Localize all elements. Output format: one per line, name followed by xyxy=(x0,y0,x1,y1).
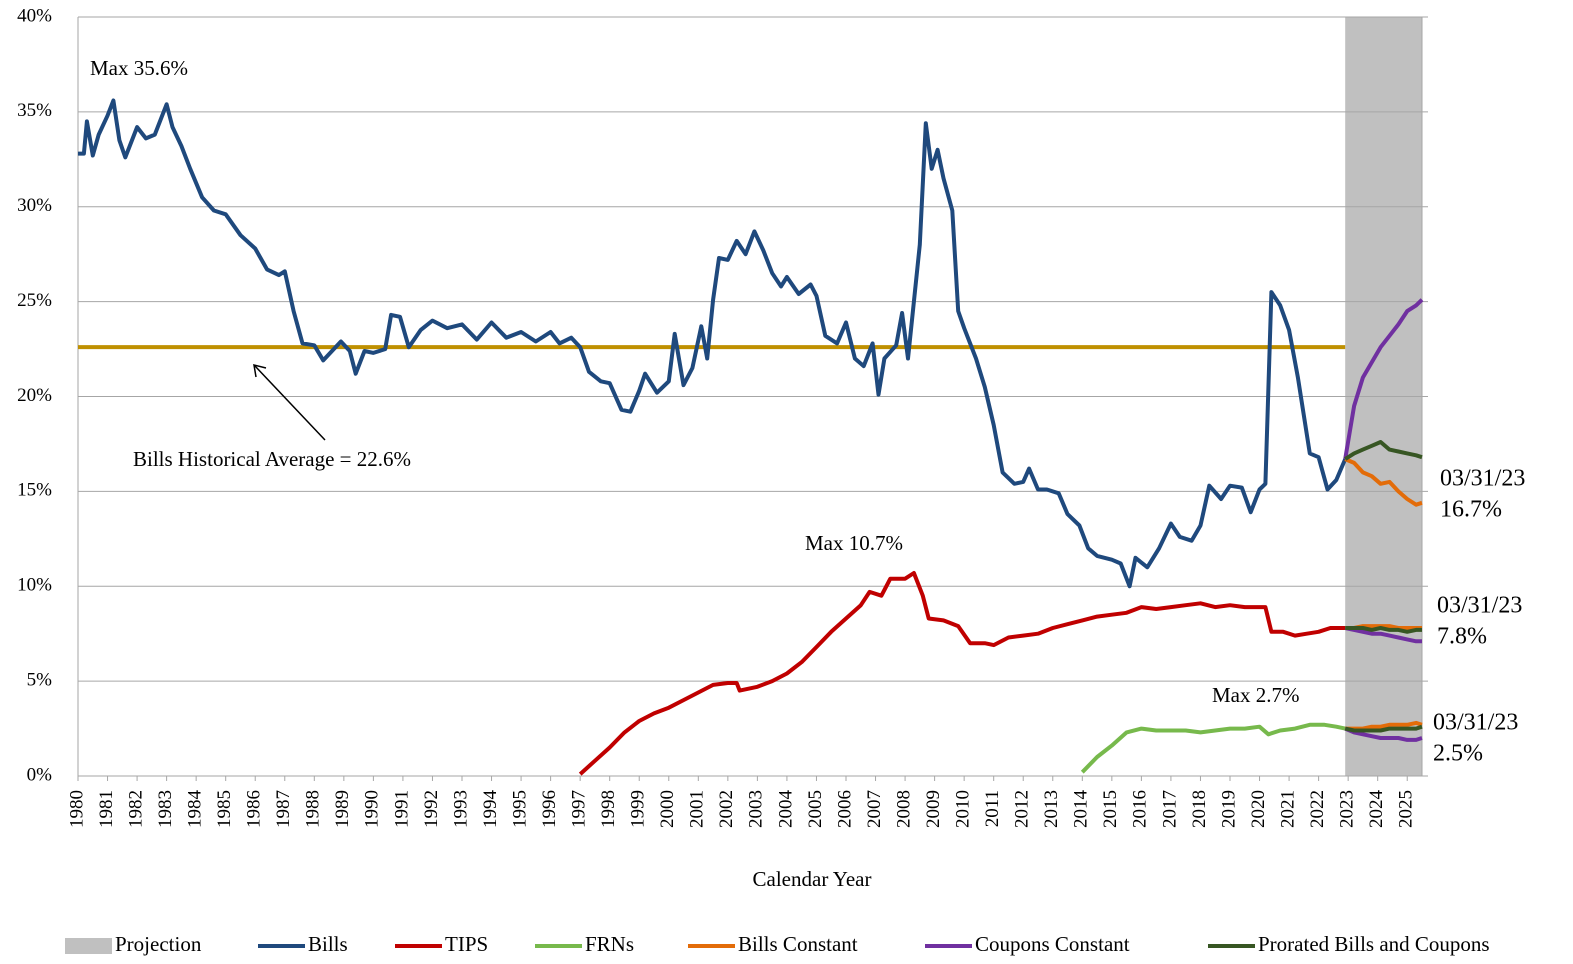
x-tick-label: 1990 xyxy=(362,790,383,828)
x-tick-label: 2009 xyxy=(923,790,944,828)
y-tick-label: 30% xyxy=(17,195,52,216)
projection-line xyxy=(1344,457,1423,507)
x-tick-label: 2017 xyxy=(1159,790,1180,828)
x-tick-label: 2015 xyxy=(1100,790,1121,828)
x-tick-label: 2005 xyxy=(805,790,826,828)
legend-label: Projection xyxy=(115,932,202,956)
x-tick-label: 2022 xyxy=(1307,790,1328,828)
annotation-arrow xyxy=(254,365,326,441)
projection-line xyxy=(1344,724,1423,733)
y-tick-label: 0% xyxy=(27,764,53,785)
x-tick-label: 1997 xyxy=(569,790,590,828)
x-tick-label: 2011 xyxy=(982,790,1003,827)
end-label-date: 03/31/23 xyxy=(1433,710,1518,736)
x-tick-label: 1985 xyxy=(214,790,235,828)
y-tick-label: 10% xyxy=(17,575,52,596)
x-tick-label: 2013 xyxy=(1041,790,1062,828)
x-tick-label: 2012 xyxy=(1012,790,1033,828)
x-tick-label: 1996 xyxy=(539,790,560,828)
legend-label: TIPS xyxy=(445,932,488,956)
x-tick-label: 2014 xyxy=(1071,790,1092,829)
end-label-date: 03/31/23 xyxy=(1440,466,1525,492)
x-tick-label: 1992 xyxy=(421,790,442,828)
end-label-value: 16.7% xyxy=(1440,497,1502,523)
grid xyxy=(77,16,1428,781)
y-tick-label: 15% xyxy=(17,480,52,501)
x-tick-label: 1994 xyxy=(480,790,501,829)
x-tick-label: 2001 xyxy=(687,790,708,828)
x-axis-title: Calendar Year xyxy=(753,867,872,891)
x-tick-label: 1980 xyxy=(66,790,87,828)
x-tick-label: 2007 xyxy=(864,790,885,828)
average-label: Bills Historical Average = 22.6% xyxy=(133,447,411,471)
annotation: Max 10.7% xyxy=(805,531,903,555)
x-tick-label: 2020 xyxy=(1248,790,1269,828)
projection-line xyxy=(1343,298,1424,460)
arrow-head xyxy=(253,363,267,378)
x-tick-label: 2010 xyxy=(953,790,974,828)
x-tick-label: 1999 xyxy=(628,790,649,828)
legend-label: Bills xyxy=(308,932,348,956)
x-tick-label: 2019 xyxy=(1218,790,1239,828)
x-tick-label: 1988 xyxy=(303,790,324,828)
x-tick-label: 1983 xyxy=(155,790,176,828)
x-tick-label: 2002 xyxy=(716,790,737,828)
series-line xyxy=(78,98,1348,589)
x-tick-label: 1984 xyxy=(185,790,206,829)
x-tick-label: 2008 xyxy=(893,790,914,828)
y-tick-label: 20% xyxy=(17,385,52,406)
x-tick-label: 2024 xyxy=(1366,790,1387,829)
legend-label: Prorated Bills and Coupons xyxy=(1258,932,1490,956)
x-tick-label: 1981 xyxy=(96,790,117,828)
x-tick-label: 1987 xyxy=(273,790,294,828)
annotation: Max 2.7% xyxy=(1212,683,1300,707)
y-tick-label: 25% xyxy=(17,290,52,311)
x-tick-label: 2016 xyxy=(1130,790,1151,828)
x-tick-label: 1991 xyxy=(391,790,412,828)
series-line xyxy=(578,571,1346,776)
annotation: Max 35.6% xyxy=(90,56,188,80)
x-tick-label: 1989 xyxy=(332,790,353,828)
x-tick-label: 1986 xyxy=(244,790,265,828)
series-line xyxy=(1080,722,1346,774)
x-tick-label: 2025 xyxy=(1396,790,1417,828)
x-tick-label: 2003 xyxy=(746,790,767,828)
projection-line xyxy=(1344,726,1423,742)
projection-line xyxy=(1345,626,1422,634)
end-label-date: 03/31/23 xyxy=(1437,593,1522,619)
legend-label: FRNs xyxy=(585,932,634,956)
x-tick-label: 2023 xyxy=(1337,790,1358,828)
x-tick-label: 2004 xyxy=(775,790,796,829)
legend-label: Bills Constant xyxy=(738,932,858,956)
x-tick-label: 1998 xyxy=(598,790,619,828)
y-tick-label: 40% xyxy=(17,5,52,26)
y-tick-label: 35% xyxy=(17,100,52,121)
x-tick-label: 1993 xyxy=(450,790,471,828)
x-tick-label: 1982 xyxy=(125,790,146,828)
end-label-value: 7.8% xyxy=(1437,624,1487,650)
projection-line xyxy=(1344,626,1422,644)
x-tick-label: 2021 xyxy=(1277,790,1298,828)
x-tick-label: 2000 xyxy=(657,790,678,828)
x-tick-label: 2006 xyxy=(834,790,855,828)
projection-line xyxy=(1344,440,1423,461)
x-tick-label: 2018 xyxy=(1189,790,1210,828)
x-tick-label: 1995 xyxy=(509,790,530,828)
legend-label: Coupons Constant xyxy=(975,932,1130,956)
legend-swatch xyxy=(65,938,112,954)
y-tick-label: 5% xyxy=(27,669,53,690)
end-label-value: 2.5% xyxy=(1433,741,1483,767)
plot xyxy=(78,98,1424,776)
